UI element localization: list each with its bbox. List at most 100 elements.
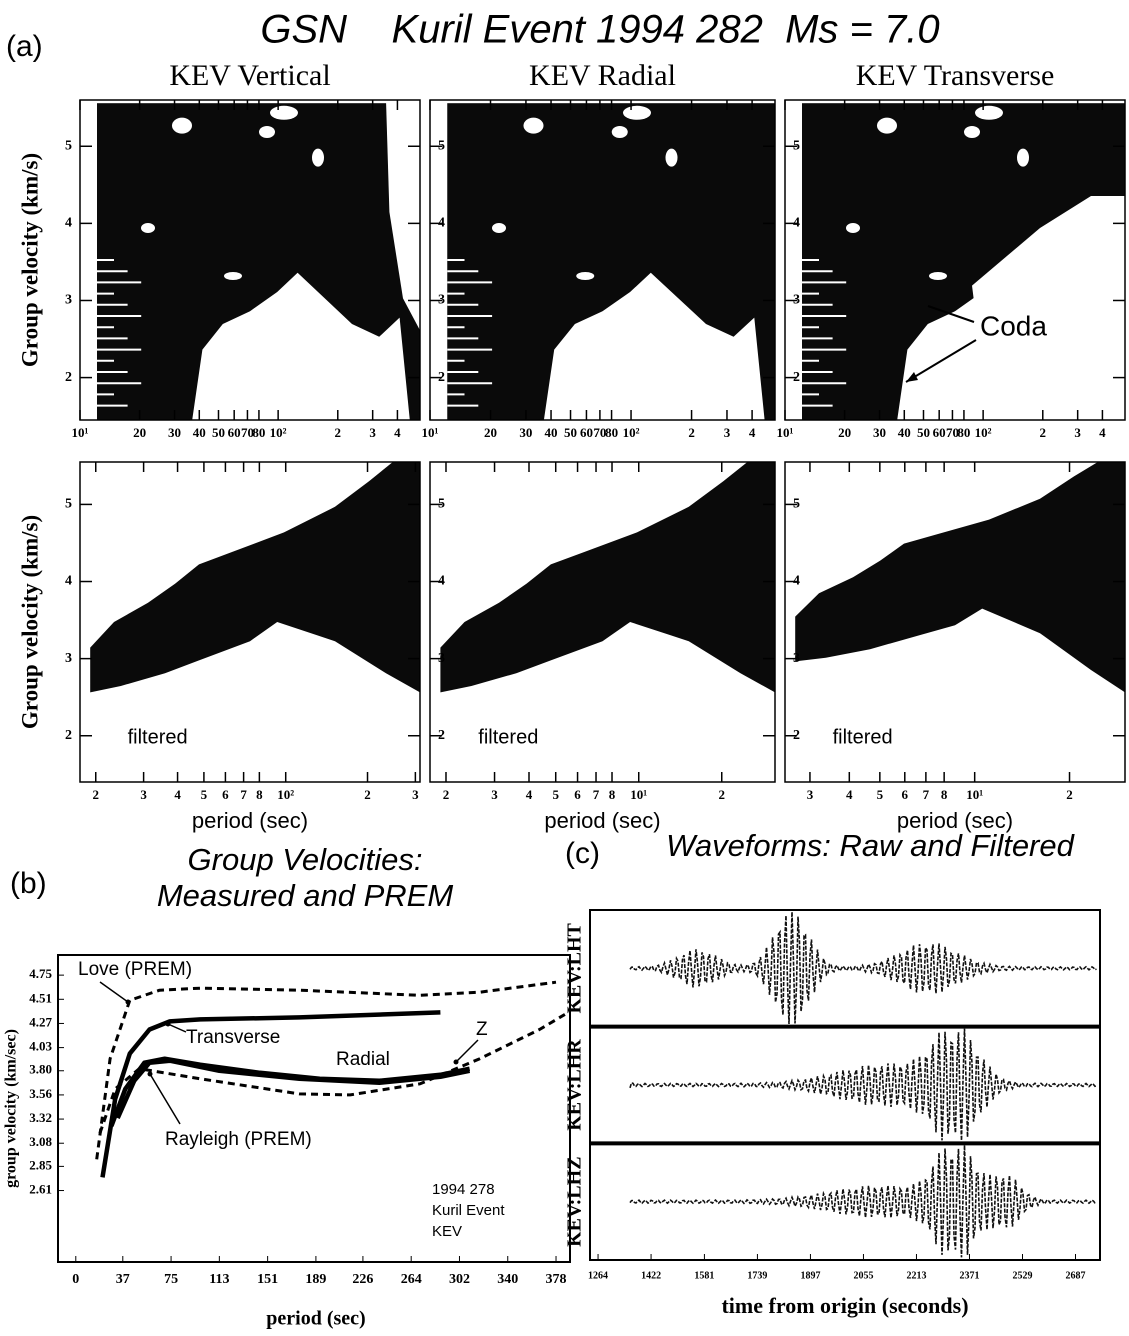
y-tick-label: 2 [65,370,72,385]
panel-label: (b) [10,867,47,900]
x-tick-label: 4 [526,787,533,802]
x-tick-label: 340 [497,1272,518,1287]
x-tick-label: 3 [491,787,498,802]
spectrum-gap [972,196,1125,420]
spectrum-region [90,462,420,693]
x-tick-label: 1581 [694,1270,714,1281]
x-tick-label: 5 [552,787,559,802]
x-tick-label: 40 [545,425,558,440]
x-tick-label: 2 [364,787,371,802]
spectrum-gap [270,105,298,120]
series-line [98,1013,566,1134]
spectrum-region [440,462,775,693]
track-label: KEV:LHZ [564,1156,586,1246]
spectrum-region [795,462,1125,693]
x-tick-label: 226 [352,1272,373,1287]
panel-title: Measured and PREM [157,878,454,913]
y-tick-label: 3.56 [29,1086,52,1101]
x-tick-label: 2055 [853,1270,873,1281]
annotation: 1994 278 [432,1181,495,1198]
x-tick-label: 2 [335,425,342,440]
annotation-arrow [905,339,977,383]
plot-frame [429,461,776,783]
label-arrow [99,981,129,1003]
x-tick-label: 37 [116,1272,130,1287]
plot-frame [784,461,1126,783]
x-tick-label: 2371 [959,1270,979,1281]
y-tick-label: 2 [793,728,800,743]
x-tick-label: 80 [252,425,265,440]
x-tick-label: 30 [873,425,886,440]
x-tick-label: 10² [623,425,640,440]
annotation: KEV [432,1223,462,1240]
x-tick-label: 30 [519,425,532,440]
x-tick-label: 70 [946,425,959,440]
spectrum-gap [1017,148,1029,167]
x-tick-label: 4 [749,425,756,440]
x-tick-label: 80 [957,425,970,440]
y-tick-label: 3 [438,293,445,308]
y-tick-label: 3.32 [29,1110,52,1125]
x-tick-label: 60 [228,425,241,440]
y-tick-label: 5 [438,497,445,512]
arrow-head [453,1059,459,1065]
x-tick-label: 1264 [588,1270,608,1281]
series-line [115,1058,471,1120]
waveform-panel: Waveforms: Raw and Filtered KEV:LHT KEV:LH… [564,828,1101,1318]
spectrum-gap [523,117,544,134]
y-tick-label: 2 [438,728,445,743]
y-tick-label: 4.75 [29,966,52,981]
x-tick-label: 10¹ [72,425,89,440]
y-tick-label: 4.51 [29,990,52,1005]
x-tick-label: 151 [257,1272,278,1287]
x-tick-label: 302 [449,1272,470,1287]
panel-title: Group Velocities: [188,842,423,877]
spectrum-gap [224,272,242,280]
x-tick-label: 378 [546,1272,567,1287]
y-tick-label: 5 [793,138,800,153]
x-tick-label: 0 [72,1272,79,1287]
x-tick-label: 8 [941,787,948,802]
y-tick-label: 5 [438,138,445,153]
x-axis-label: period (sec) [266,1308,365,1330]
x-tick-label: 4 [846,787,853,802]
spectrum-gap [964,126,980,138]
y-axis-label: Group velocity (km/s) [17,153,42,367]
x-tick-label: 8 [256,787,263,802]
annotation: Kuril Event [432,1202,505,1219]
y-tick-label: 3 [438,651,445,666]
y-tick-label: 2 [793,370,800,385]
x-tick-label: 75 [164,1272,178,1287]
arrow-head [125,999,131,1005]
x-tick-label: 6 [574,787,581,802]
spectrum-gap [576,272,595,280]
x-axis-label: time from origin (seconds) [721,1293,968,1318]
track-label: KEV:LHR [564,1039,586,1131]
x-tick-label: 50 [564,425,577,440]
x-tick-label: 1739 [747,1270,767,1281]
x-tick-label: 3 [412,787,419,802]
series-line [100,1010,441,1178]
y-tick-label: 4.27 [29,1014,52,1029]
x-tick-label: 20 [133,425,146,440]
spectrum-gap [172,117,192,134]
y-tick-label: 5 [65,138,72,153]
spectrum-gap [846,223,860,233]
x-tick-label: 2 [688,425,695,440]
x-axis-label: period (sec) [544,808,660,833]
plot-frame [589,909,1101,1261]
x-tick-label: 40 [898,425,911,440]
plot-frame [429,99,776,421]
label-arrow [455,1039,479,1063]
spectrum-gap [141,223,155,233]
spectrum-gap [259,126,275,138]
annotation-arrow [927,305,975,323]
x-tick-label: 7 [240,787,247,802]
x-tick-label: 2 [718,787,725,802]
panel-title: KEV Vertical [169,59,330,92]
spectrum-gap [665,148,678,167]
x-tick-label: 264 [401,1272,422,1287]
heatmap-panel: 3 4 5 6 7 8 10¹ 2 2 3 4 5 period (sec) filtered [784,461,1126,833]
x-axis-label: period (sec) [192,808,308,833]
